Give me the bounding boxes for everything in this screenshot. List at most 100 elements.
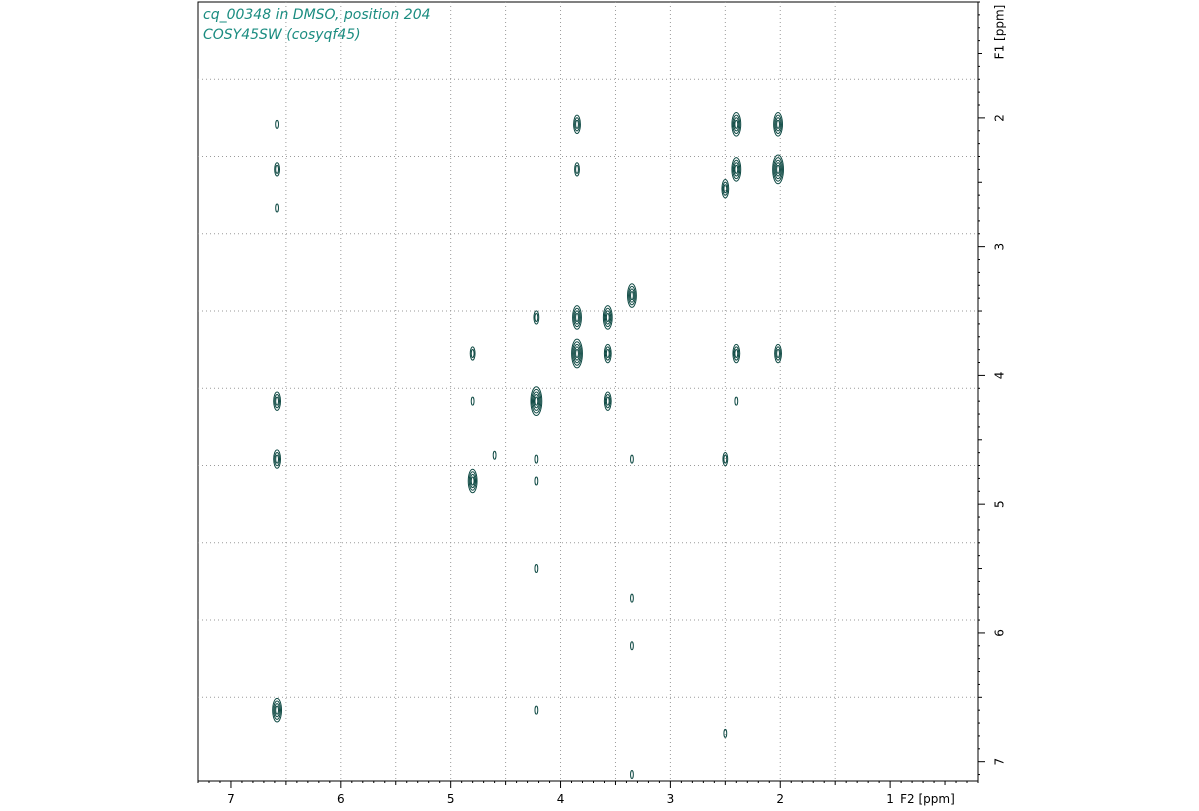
contour-level [773, 112, 783, 137]
contour-level [532, 391, 541, 411]
cross-peak [630, 593, 634, 603]
contour-level [776, 164, 780, 174]
contour-level [571, 338, 583, 369]
contour-level [273, 391, 281, 411]
x-tick-label: 6 [337, 792, 345, 806]
contour-level [629, 288, 635, 303]
contour-level [604, 346, 611, 361]
cross-peak [272, 697, 282, 723]
x-axis-label: F2 [ppm] [900, 792, 955, 806]
contour-level [273, 449, 281, 469]
contour-level [605, 349, 610, 359]
contour-level [602, 305, 613, 330]
contour-level [534, 705, 539, 715]
cross-peak [534, 476, 539, 486]
contour-level [470, 349, 475, 359]
contour-level [575, 312, 579, 322]
cross-peak [731, 112, 742, 137]
experiment-subtitle: COSY45SW (cosyqf45) [203, 27, 361, 43]
contour-level [575, 164, 579, 174]
cross-peak [602, 305, 613, 330]
cross-peak [774, 343, 782, 364]
contour-level [275, 164, 279, 174]
x-tick-label: 4 [557, 792, 565, 806]
cross-peak [732, 343, 741, 364]
contour-level [470, 476, 475, 486]
contour-level [274, 162, 280, 177]
contour-level [275, 454, 279, 464]
cross-peak [470, 396, 475, 406]
cross-peak [574, 162, 580, 177]
y-tick-label: 4 [993, 372, 1007, 380]
cross-peak [603, 343, 612, 364]
contour-level [630, 593, 634, 603]
x-tick-label: 5 [447, 792, 455, 806]
contour-level [732, 343, 741, 364]
contour-level [273, 700, 281, 720]
contour-level [470, 396, 475, 406]
cross-peak [772, 154, 784, 185]
contour-level [274, 451, 280, 467]
contour-level [574, 117, 580, 132]
contour-level [772, 154, 784, 185]
contour-level [272, 697, 282, 723]
cross-peak [275, 203, 279, 213]
cross-peak [773, 112, 783, 137]
cross-peak [273, 449, 281, 469]
cross-peak [630, 770, 634, 780]
contour-level [630, 641, 634, 651]
contour-level [468, 471, 477, 491]
contour-level [733, 117, 740, 132]
contour-level [573, 343, 581, 364]
contour-level [774, 114, 782, 135]
contour-level [627, 283, 637, 308]
contour-level [469, 473, 476, 489]
contour-level [275, 203, 279, 213]
contour-level [630, 291, 634, 301]
cross-peak [530, 386, 543, 417]
contour-level [630, 770, 634, 780]
contour-level [533, 310, 540, 325]
cross-peak [275, 119, 279, 129]
cross-peak [492, 450, 497, 460]
contour-level [731, 157, 742, 182]
contour-level [534, 396, 539, 406]
cross-peak [534, 705, 539, 715]
cross-peak [274, 162, 280, 177]
contour-level [275, 705, 279, 715]
x-axis: 7 6 5 4 3 2 1 F2 [ppm] [197, 781, 979, 806]
cross-peak [572, 305, 582, 330]
contour-level [773, 157, 783, 182]
contour-level [774, 343, 782, 364]
contour-level [722, 181, 729, 196]
contour-level [534, 312, 539, 322]
grid-lines [198, 2, 978, 781]
x-tick-label: 3 [667, 792, 675, 806]
cross-peak [534, 564, 539, 574]
y-tick-label: 3 [993, 243, 1007, 251]
contour-level [275, 396, 279, 406]
contour-level [630, 454, 634, 464]
cross-peak [273, 391, 281, 411]
contour-level [775, 346, 781, 361]
cross-peak [734, 396, 739, 406]
y-tick-label: 5 [993, 500, 1007, 508]
contour-level [774, 159, 782, 180]
cross-peak [469, 346, 476, 361]
contour-level [775, 117, 781, 132]
x-tick-label: 2 [776, 792, 784, 806]
cross-peak [722, 451, 729, 467]
contour-level [575, 119, 579, 129]
contour-level [605, 396, 610, 406]
contour-level [575, 349, 579, 359]
y-tick-label: 6 [993, 629, 1007, 637]
contour-level [574, 162, 580, 177]
spectrum-title: cq_00348 in DMSO, position 204 [203, 7, 431, 23]
cross-peak [630, 454, 634, 464]
contour-level [573, 114, 581, 135]
contour-level [723, 454, 728, 464]
contour-level [275, 119, 279, 129]
contour-level [734, 164, 739, 174]
contour-level [573, 307, 581, 328]
